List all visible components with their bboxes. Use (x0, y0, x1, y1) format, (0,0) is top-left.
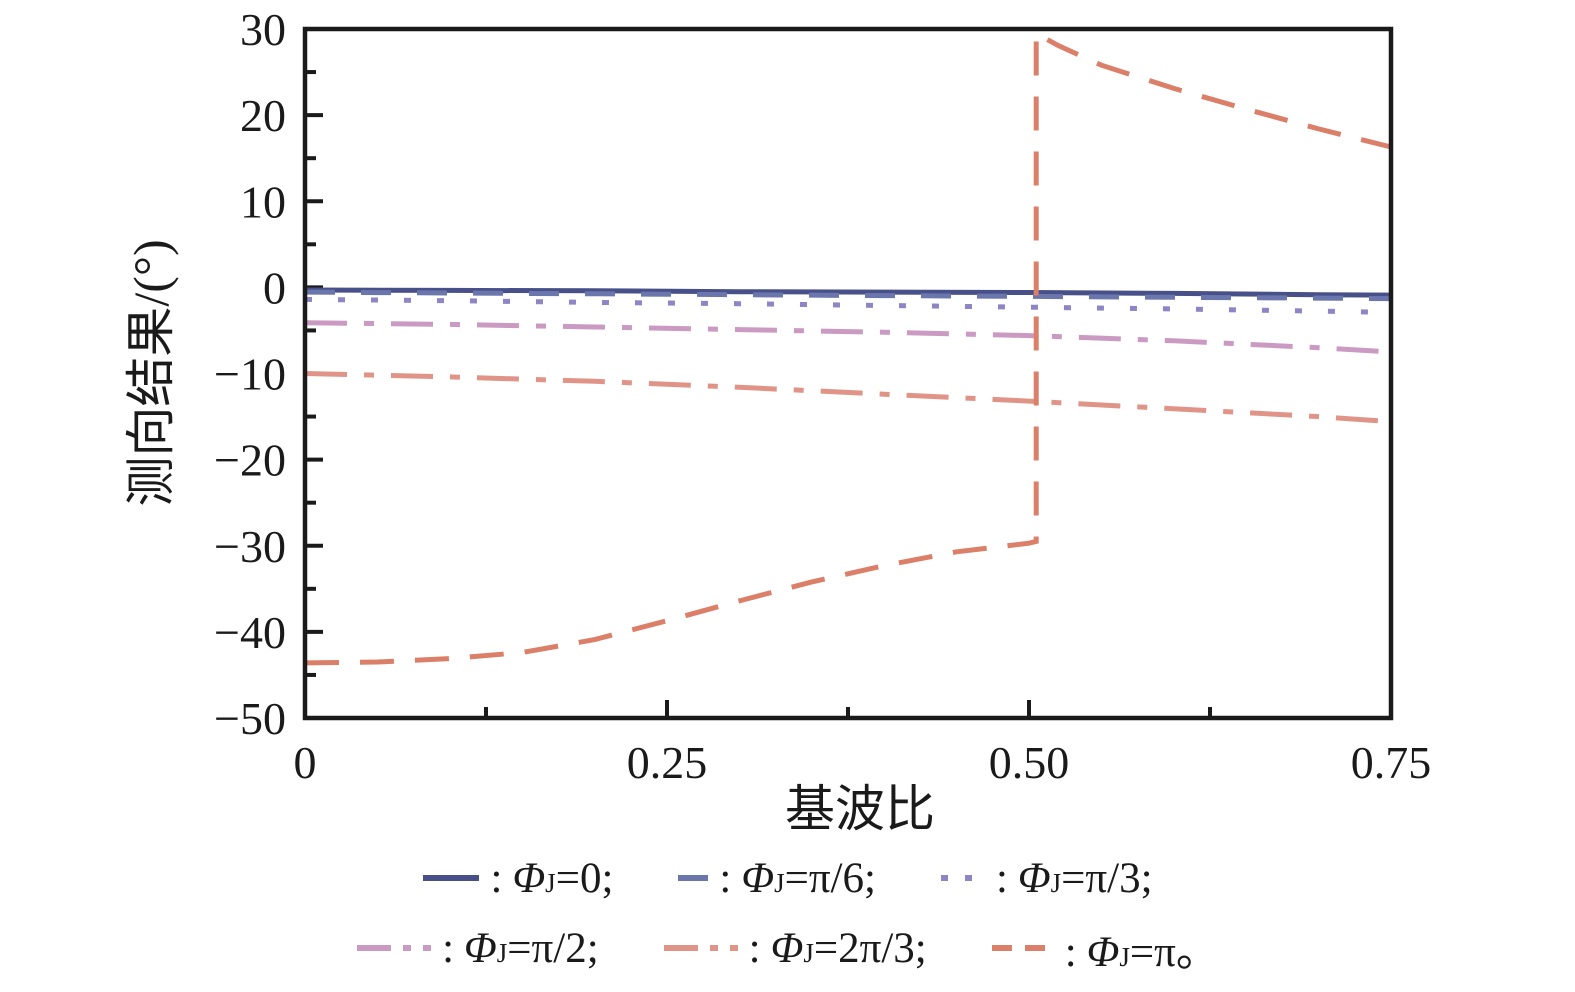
legend-phi-symbol: Φ (1017, 854, 1051, 902)
legend-phi-symbol: Φ (741, 854, 775, 902)
legend-colon: : (748, 924, 761, 972)
y-tick-label: 0 (263, 262, 286, 313)
legend-value-text: =0; (555, 854, 614, 902)
y-tick-label: 10 (240, 176, 286, 227)
legend-swatch-phi-pi-6 (678, 875, 709, 881)
plot-frame (302, 26, 1394, 721)
y-tick-label: 30 (240, 4, 286, 55)
legend-item-phi-pi-2: : Φ J =π/2; (356, 924, 599, 973)
y-tick-label: −50 (214, 693, 286, 744)
legend-phi-symbol: Φ (1086, 929, 1120, 976)
legend-phi-symbol: Φ (464, 924, 497, 972)
axis-tick-labels: 0 0.25 0.50 0.75 30 20 10 0 −10 −20 −30 −40 −50 (214, 4, 1431, 788)
y-tick-label: −10 (214, 349, 286, 400)
legend-colon: : (1064, 929, 1077, 976)
legend-item-phi-pi-3: : Φ J =π/3; (940, 854, 1153, 903)
legend: : Φ J =0; : Φ J =π/6; : Φ J =π/3; : Φ J =π/2; : Φ J =2π/3;… (0, 843, 1575, 983)
legend-value-text: =2π/3; (813, 924, 927, 972)
legend-colon: : (442, 924, 455, 972)
legend-value-text: =π。 (1129, 929, 1219, 976)
legend-item-phi-2pi-3: : Φ J =2π/3; (663, 924, 927, 973)
legend-phi-symbol: Φ (512, 854, 546, 902)
y-tick-label: −20 (214, 435, 286, 486)
series-line-1 (304, 289, 1392, 302)
legend-value-text: =π/2; (507, 924, 599, 972)
legend-value-text: =π/3; (1061, 854, 1153, 902)
y-tick-label: 20 (240, 90, 286, 141)
legend-item-phi-pi-6: : Φ J =π/6; (677, 854, 876, 903)
x-tick-label: 0 (294, 737, 317, 788)
x-tick-label: 0.75 (1351, 737, 1432, 788)
y-tick-label: −40 (214, 607, 286, 658)
x-tick-label: 0.50 (989, 737, 1070, 788)
series-line-2 (304, 296, 1392, 315)
axis-ticks (303, 27, 1393, 720)
legend-swatch-phi-2pi-3 (663, 945, 738, 951)
legend-colon: : (719, 854, 732, 902)
legend-swatch-phi-pi-2 (357, 945, 432, 951)
x-tick-label: 0.25 (627, 737, 708, 788)
y-tick-label: −30 (214, 521, 286, 572)
legend-row-1: : Φ J =0; : Φ J =π/6; : Φ J =π/3; (0, 843, 1575, 913)
legend-colon: : (995, 854, 1008, 902)
legend-colon: : (490, 854, 503, 902)
series-line-5 (304, 29, 1392, 666)
legend-swatch-phi-pi-3 (940, 875, 985, 881)
legend-value-text: =π/6; (784, 854, 876, 902)
legend-swatch-phi-0 (423, 875, 480, 881)
series-lines (304, 29, 1392, 666)
series-line-0 (304, 287, 1392, 298)
legend-item-phi-pi: : Φ J =π。 (991, 917, 1219, 979)
legend-item-phi-0: : Φ J =0; (422, 854, 613, 903)
series-line-3 (304, 320, 1392, 355)
series-line-4 (304, 371, 1392, 425)
y-axis-label: 测向结果/(°) (123, 239, 179, 506)
legend-phi-symbol: Φ (770, 924, 804, 972)
legend-swatch-phi-pi (991, 945, 1054, 951)
x-axis-label: 基波比 (785, 781, 935, 835)
legend-row-2: : Φ J =π/2; : Φ J =2π/3; : Φ J =π。 (0, 913, 1575, 983)
